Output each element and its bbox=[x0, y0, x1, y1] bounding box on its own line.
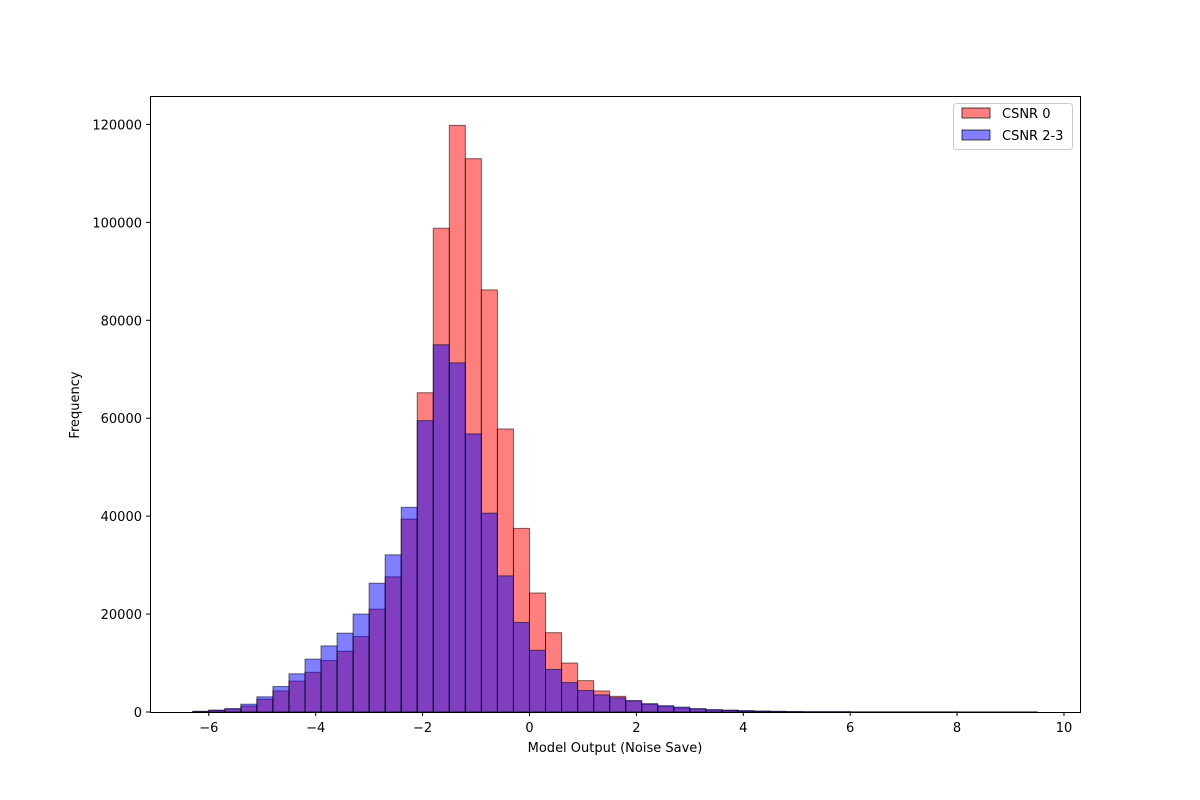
histogram-bar bbox=[496, 575, 514, 713]
y-tick-label: 120000 bbox=[92, 118, 142, 133]
histogram-bar bbox=[705, 709, 723, 713]
histogram-bar bbox=[737, 710, 755, 713]
histogram-bar bbox=[609, 697, 627, 713]
x-tick-label: 0 bbox=[525, 721, 533, 736]
histogram-bar bbox=[673, 706, 691, 713]
series-csnr-2-3 bbox=[192, 344, 1038, 713]
y-axis-label: Frequency bbox=[68, 371, 83, 438]
y-tick-label: 20000 bbox=[101, 608, 142, 623]
histogram-bar bbox=[432, 344, 450, 713]
x-tick-label: −2 bbox=[413, 721, 432, 736]
histogram-bar bbox=[368, 582, 386, 713]
histogram-bar bbox=[641, 703, 659, 713]
legend-swatch-csnr-0 bbox=[961, 107, 991, 119]
legend: CSNR 0 CSNR 2-3 bbox=[953, 103, 1073, 150]
x-tick-label: 6 bbox=[846, 721, 854, 736]
histogram-bar bbox=[320, 645, 338, 713]
histogram-bar bbox=[753, 710, 771, 713]
x-tick-label: 4 bbox=[739, 721, 747, 736]
ticks-layer: −6 −4 −2 0 2 4 6 8 10 0 20000 40000 60000 80000 100000… bbox=[92, 118, 1072, 736]
histogram-bar bbox=[208, 709, 226, 713]
y-tick-label: 60000 bbox=[101, 412, 142, 427]
y-tick-label: 0 bbox=[134, 706, 142, 721]
histogram-bar bbox=[769, 710, 787, 713]
x-tick-label: −6 bbox=[199, 721, 218, 736]
plot-frame bbox=[150, 96, 1081, 713]
histogram-bar bbox=[464, 433, 482, 713]
histogram-bar bbox=[416, 420, 434, 713]
histogram-bar bbox=[561, 682, 579, 713]
histogram-bar bbox=[721, 709, 739, 713]
histogram-bar bbox=[689, 708, 707, 713]
legend-swatch-csnr-2-3 bbox=[961, 129, 991, 141]
histogram-bar bbox=[512, 621, 530, 713]
x-axis-label: Model Output (Noise Save) bbox=[528, 741, 703, 756]
bars-layer bbox=[192, 124, 1038, 713]
histogram-bar bbox=[192, 710, 210, 713]
histogram-bar bbox=[384, 554, 402, 713]
histogram-bar bbox=[224, 708, 242, 713]
y-tick-label: 100000 bbox=[92, 216, 142, 231]
histogram-bar bbox=[448, 362, 466, 713]
histogram-bar bbox=[352, 613, 370, 713]
histogram-bar bbox=[545, 668, 563, 713]
histogram-bar bbox=[657, 705, 675, 713]
y-tick-label: 40000 bbox=[101, 510, 142, 525]
histogram-bar bbox=[240, 703, 258, 713]
x-tick-label: −4 bbox=[306, 721, 325, 736]
histogram-bar bbox=[400, 506, 418, 713]
histogram-bar bbox=[256, 696, 274, 713]
histogram-bar bbox=[304, 658, 322, 713]
y-tick-label: 80000 bbox=[101, 314, 142, 329]
x-tick-label: 2 bbox=[632, 721, 640, 736]
histogram-bar bbox=[577, 689, 595, 713]
histogram-bar bbox=[625, 700, 643, 713]
legend-label-csnr-2-3: CSNR 2-3 bbox=[1002, 129, 1063, 144]
histogram-bar bbox=[272, 686, 290, 713]
histogram-bar bbox=[528, 649, 547, 713]
x-tick-label: 10 bbox=[1056, 721, 1073, 736]
histogram-bar bbox=[480, 512, 498, 713]
histogram-bar bbox=[288, 673, 306, 713]
histogram-bar bbox=[336, 632, 354, 713]
x-tick-label: 8 bbox=[953, 721, 961, 736]
legend-label-csnr-0: CSNR 0 bbox=[1002, 107, 1051, 122]
histogram-bar bbox=[593, 694, 611, 713]
